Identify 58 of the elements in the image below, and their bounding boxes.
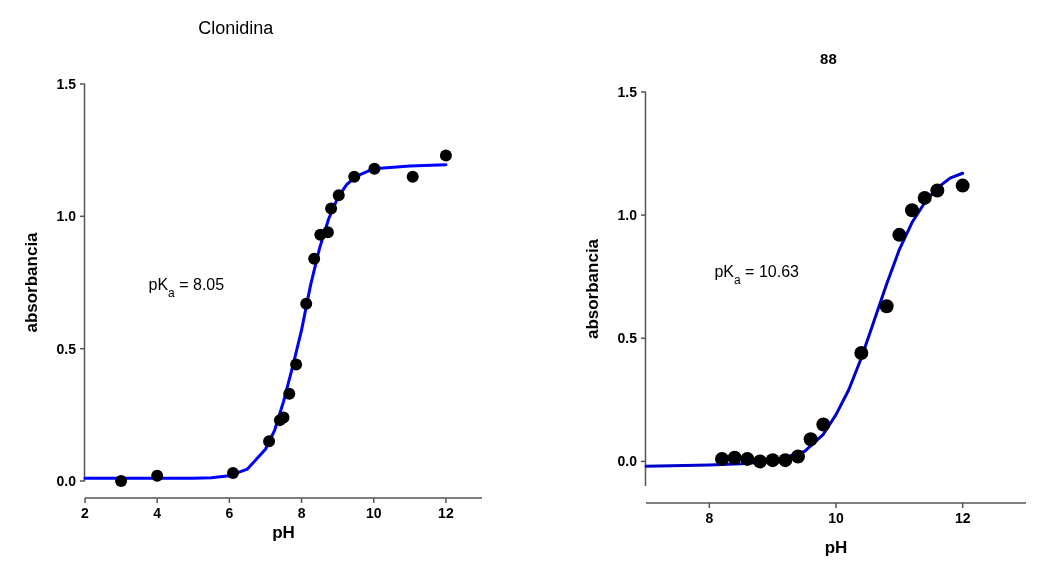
x-tick-label: 8	[705, 510, 714, 526]
point	[308, 252, 321, 265]
chart-title: 88	[820, 50, 837, 67]
point	[290, 358, 303, 371]
x-tick-label: 10	[828, 510, 844, 526]
x-tick-label: 6	[225, 505, 234, 521]
x-tick-label: 2	[81, 505, 90, 521]
point	[406, 170, 419, 183]
x-tick-label: 12	[438, 505, 454, 521]
y-tick-label: 1.5	[56, 75, 77, 92]
x-tick-label: 4	[153, 505, 162, 521]
annotation: pK$_{a}$ = 8.05	[148, 276, 225, 301]
x-tick-label: 8	[297, 505, 306, 521]
y-axis-title: absorbancia	[583, 238, 602, 340]
point	[277, 411, 290, 424]
point	[715, 451, 729, 466]
point	[917, 190, 932, 205]
point	[816, 417, 831, 432]
annotation: pK$_{a}$ = 10.63	[714, 263, 800, 288]
x-tick-label: 10	[365, 505, 382, 521]
line-series	[644, 171, 965, 468]
point	[283, 387, 296, 400]
point	[263, 435, 276, 448]
y-tick-label: 0.0	[56, 472, 77, 489]
point	[439, 149, 452, 162]
y-tick-label: 0.5	[617, 330, 638, 347]
y-tick-label: 0.0	[617, 453, 638, 470]
point	[325, 202, 338, 215]
point	[727, 450, 742, 465]
point	[740, 451, 755, 466]
point	[930, 183, 945, 198]
point	[226, 467, 239, 480]
point	[879, 299, 894, 314]
point	[151, 469, 164, 482]
point	[803, 432, 818, 447]
y-axis-title: absorbancia	[22, 231, 41, 333]
point	[955, 178, 970, 193]
point	[115, 475, 128, 487]
point	[348, 170, 361, 183]
x-tick-label: 12	[954, 510, 971, 526]
point	[300, 297, 313, 310]
point	[905, 203, 919, 218]
point	[892, 227, 907, 242]
x-axis-title: pH	[272, 523, 295, 542]
point	[791, 449, 805, 464]
y-tick-label: 0.5	[56, 340, 77, 357]
point	[753, 454, 767, 469]
point	[854, 346, 869, 361]
y-tick-label: 1.0	[56, 208, 77, 225]
y-tick-label: 1.5	[617, 83, 638, 100]
point	[765, 453, 780, 468]
chart-title: Clonidina	[198, 18, 275, 38]
y-tick-label: 1.0	[617, 207, 638, 224]
point	[778, 453, 793, 468]
x-axis-title: pH	[824, 538, 848, 557]
point	[332, 189, 345, 202]
point	[321, 226, 334, 239]
point	[368, 162, 381, 175]
